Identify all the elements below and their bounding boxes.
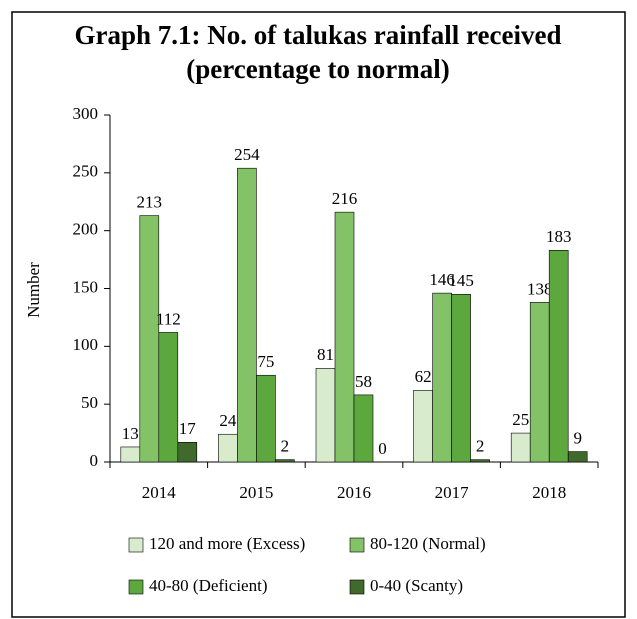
frame xyxy=(11,11,626,618)
legend-swatch xyxy=(128,579,144,595)
legend-swatch xyxy=(349,579,365,595)
data-label: 213 xyxy=(137,193,163,212)
data-label: 138 xyxy=(527,279,553,298)
bar xyxy=(529,302,550,463)
data-label: 112 xyxy=(156,309,181,328)
data-label: 2 xyxy=(476,437,485,456)
data-label: 24 xyxy=(219,411,237,430)
data-label: 13 xyxy=(122,424,139,443)
data-label: 9 xyxy=(573,428,582,447)
y-tick-label: 0 xyxy=(90,451,99,470)
bar xyxy=(432,292,452,463)
legend-swatch xyxy=(128,537,144,553)
y-tick-label: 200 xyxy=(73,220,99,239)
data-label: 81 xyxy=(317,345,334,364)
data-label: 75 xyxy=(257,352,274,371)
bar xyxy=(334,211,355,463)
legend-label: 40-80 (Deficient) xyxy=(149,576,267,595)
bar xyxy=(470,459,490,463)
data-label: 2 xyxy=(281,437,290,456)
y-tick-label: 300 xyxy=(73,104,99,123)
x-tick-label: 2017 xyxy=(435,483,470,502)
y-axis-label: Number xyxy=(24,262,43,318)
y-tick-label: 250 xyxy=(73,162,99,181)
bar xyxy=(413,389,433,463)
bar xyxy=(120,446,141,463)
y-tick-label: 50 xyxy=(81,393,98,412)
x-tick-label: 2018 xyxy=(532,483,566,502)
bar xyxy=(218,433,238,463)
legend-swatch xyxy=(349,537,365,553)
data-label: 146 xyxy=(429,270,455,289)
data-label: 216 xyxy=(332,189,358,208)
bar xyxy=(510,432,531,463)
data-label: 0 xyxy=(378,439,387,458)
legend-label: 80-120 (Normal) xyxy=(370,534,486,553)
data-label: 254 xyxy=(234,145,260,164)
legend-label: 0-40 (Scanty) xyxy=(370,576,463,595)
legend-label: 120 and more (Excess) xyxy=(149,534,305,553)
bar xyxy=(315,368,336,463)
bar xyxy=(139,215,160,463)
bar xyxy=(237,167,257,463)
bar xyxy=(275,459,295,463)
y-tick-label: 150 xyxy=(73,277,99,296)
data-label: 183 xyxy=(546,227,572,246)
y-tick-label: 100 xyxy=(73,335,99,354)
chart-title: Graph 7.1: No. of talukas rainfall recei… xyxy=(75,20,562,50)
bar xyxy=(548,250,569,463)
data-label: 25 xyxy=(512,410,529,429)
bar xyxy=(158,332,179,463)
chart-subtitle: (percentage to normal) xyxy=(186,54,449,84)
data-label: 145 xyxy=(448,271,474,290)
bar xyxy=(177,442,198,463)
data-label: 17 xyxy=(179,419,197,438)
bar xyxy=(451,293,471,463)
x-tick-label: 2014 xyxy=(142,483,177,502)
bar xyxy=(353,394,374,463)
x-tick-label: 2015 xyxy=(239,483,273,502)
x-tick-label: 2016 xyxy=(337,483,371,502)
bar xyxy=(567,451,588,463)
data-label: 62 xyxy=(415,367,432,386)
data-label: 58 xyxy=(355,372,372,391)
bar xyxy=(256,374,276,463)
